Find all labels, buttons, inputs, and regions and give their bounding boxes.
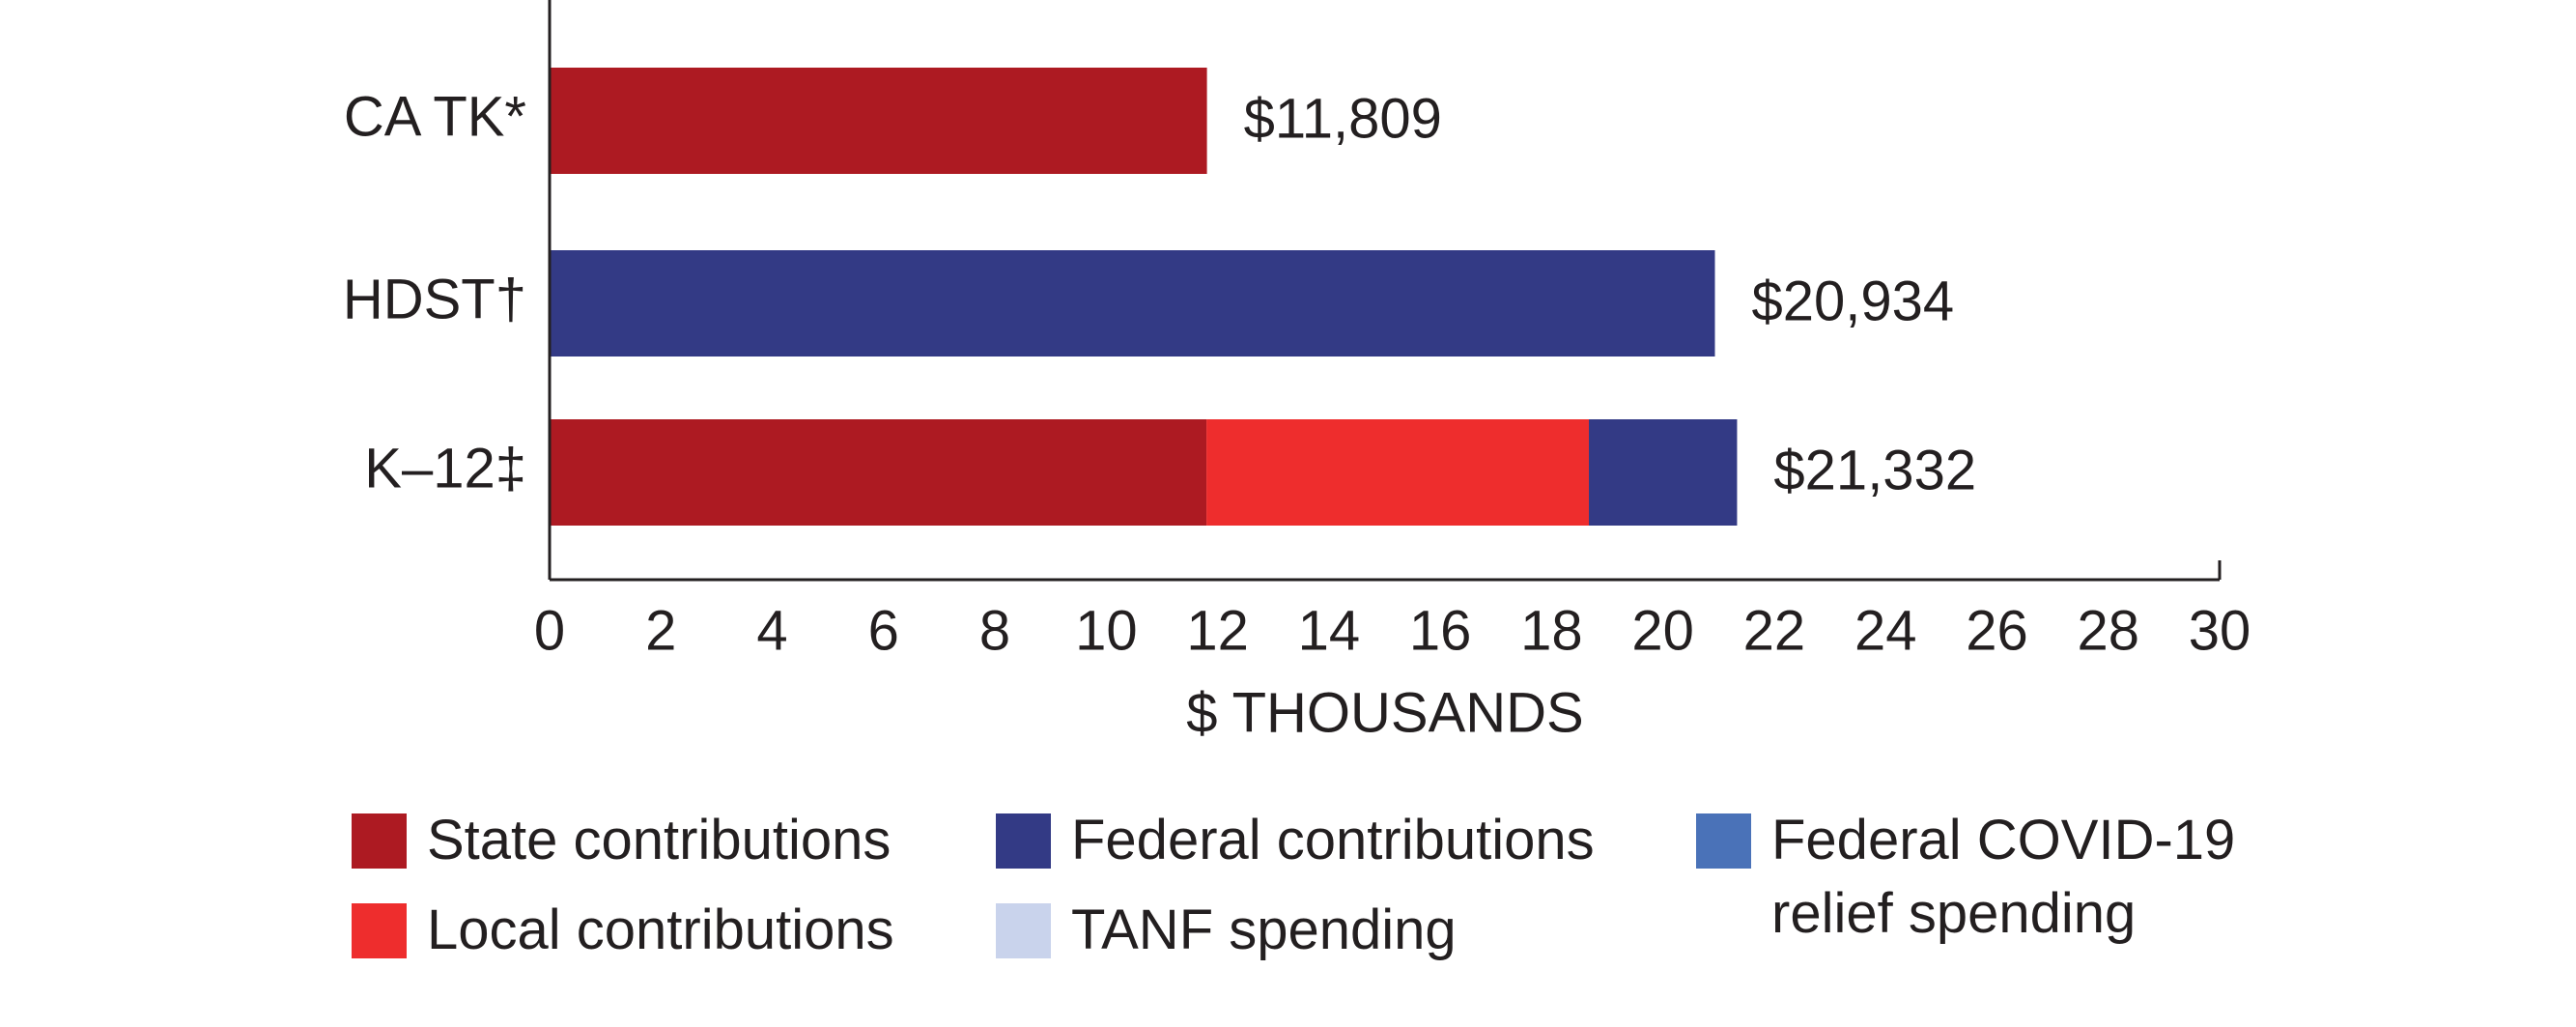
legend-item: Federal contributions bbox=[996, 804, 1595, 877]
x-tick-label: 12 bbox=[1186, 599, 1249, 662]
legend-item: Local contributions bbox=[352, 894, 894, 967]
x-tick-label: 0 bbox=[534, 599, 565, 662]
legend-swatch bbox=[996, 813, 1051, 869]
x-tick-label: 14 bbox=[1298, 599, 1361, 662]
legend-item: Federal COVID-19 relief spending bbox=[1696, 804, 2295, 951]
legend-label: Federal contributions bbox=[1071, 809, 1595, 871]
x-tick-label: 18 bbox=[1520, 599, 1583, 662]
y-tick-label: HDST† bbox=[343, 268, 526, 330]
legend-swatch bbox=[1696, 813, 1751, 869]
x-tick-label: 6 bbox=[868, 599, 899, 662]
legend-label: TANF spending bbox=[1071, 899, 1457, 961]
legend-label: State contributions bbox=[427, 809, 892, 871]
bar-segment bbox=[1206, 419, 1590, 526]
x-tick-label: 16 bbox=[1409, 599, 1472, 662]
value-label: $11,809 bbox=[1244, 87, 1442, 150]
bar-segment bbox=[550, 250, 1715, 357]
x-tick-label: 4 bbox=[756, 599, 787, 662]
x-tick-label: 20 bbox=[1631, 599, 1694, 662]
bar-segment bbox=[1589, 419, 1738, 526]
legend-label: Federal COVID-19 relief spending bbox=[1771, 809, 2236, 945]
legend-item: TANF spending bbox=[996, 894, 1457, 967]
y-tick-label: K–12‡ bbox=[364, 437, 526, 499]
bar-segment bbox=[550, 419, 1207, 526]
bar-segment bbox=[550, 68, 1207, 174]
x-axis-title: $ THOUSANDS bbox=[1186, 681, 1583, 744]
x-tick-label: 28 bbox=[2077, 599, 2139, 662]
x-tick-label: 30 bbox=[2189, 599, 2251, 662]
legend-label: Local contributions bbox=[427, 899, 894, 961]
value-label: $21,332 bbox=[1773, 439, 1976, 501]
legend-item: State contributions bbox=[352, 804, 891, 877]
x-tick-label: 10 bbox=[1075, 599, 1138, 662]
legend-swatch bbox=[352, 903, 407, 958]
x-tick-label: 26 bbox=[1966, 599, 2028, 662]
legend-swatch bbox=[996, 903, 1051, 958]
legend-swatch bbox=[352, 813, 407, 869]
y-tick-label: CA TK* bbox=[344, 85, 526, 148]
x-tick-label: 24 bbox=[1854, 599, 1917, 662]
value-label: $20,934 bbox=[1751, 270, 1954, 332]
x-tick-label: 2 bbox=[645, 599, 676, 662]
x-tick-label: 22 bbox=[1743, 599, 1806, 662]
x-tick-label: 8 bbox=[979, 599, 1010, 662]
